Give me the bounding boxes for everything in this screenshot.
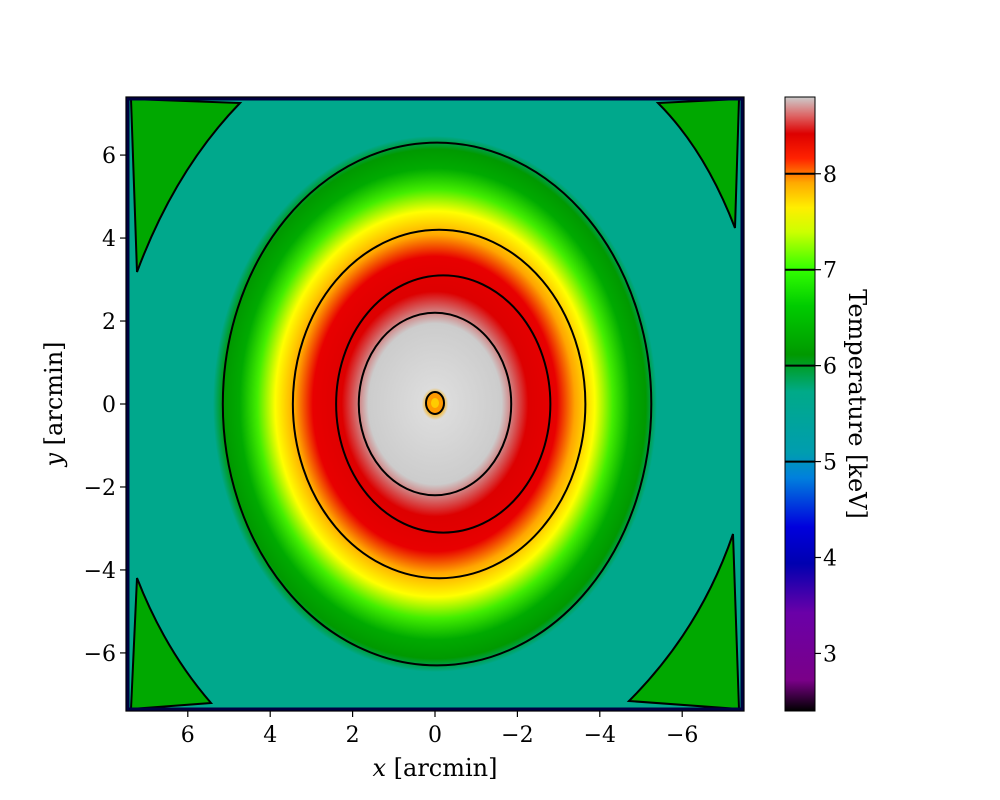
colorbar-ticks: 3 4 5 6 7 8 [785,163,837,667]
x-tick-label: 2 [346,723,360,748]
core-hotspot-inner [431,398,439,408]
contour-8-kev [357,311,513,497]
x-tick-label: −4 [584,723,616,748]
y-tick-label: 2 [102,310,116,335]
plot-area [129,97,741,711]
corner-patch-bottom-left [129,577,214,711]
colorbar-tick-label: 5 [823,451,837,476]
y-tick-label: 4 [102,227,116,252]
colorbar [784,96,816,712]
plot-inner-border [126,97,744,711]
colorbar-tick-label: 8 [823,163,837,188]
contour-6-kev [291,228,587,580]
contour-5-kev [221,141,653,667]
y-axis-label-var: y [40,453,68,468]
x-tick-label: 4 [263,723,277,748]
contour-lines [221,141,653,667]
y-axis-label-unit: [arcmin] [40,341,68,452]
y-axis-ticks: 6 4 2 0 −2 −4 −6 [84,144,126,667]
y-tick-label: 0 [102,393,116,418]
colorbar-tick-label: 3 [823,642,837,667]
x-axis-ticks: 6 4 2 0 −2 −4 −6 [181,711,698,748]
corner-patch-top-right [655,97,741,229]
y-tick-label: −2 [84,476,116,501]
x-axis-label-var: x [372,754,386,782]
y-tick-label: −4 [84,559,116,584]
colorbar-tick-label: 7 [823,259,837,284]
colorbar-tick-label: 4 [823,547,837,572]
y-axis-label: y [arcmin] [40,341,68,467]
x-tick-label: 0 [428,723,442,748]
contour-7-kev [335,274,552,534]
x-axis-label-unit: [arcmin] [386,754,497,782]
x-tick-label: 6 [181,723,195,748]
y-tick-label: 6 [102,144,116,169]
x-axis-label: x [arcmin] [372,754,497,782]
x-tick-label: −2 [501,723,533,748]
colorbar-label: Temperature [keV] [843,289,871,519]
colorbar-tick-label: 6 [823,355,837,380]
corner-patch-top-left [129,97,243,273]
y-tick-label: −6 [84,642,116,667]
corner-patch-bottom-right [626,533,741,711]
x-tick-label: −6 [666,723,698,748]
